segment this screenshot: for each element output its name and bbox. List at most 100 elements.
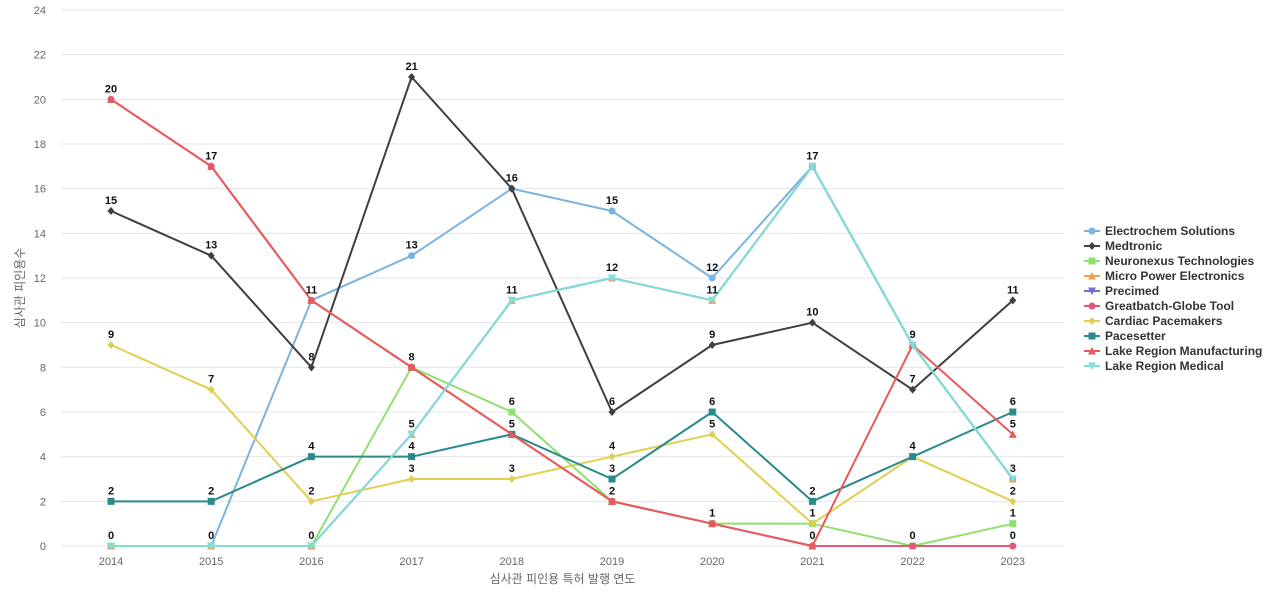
data-label: 6 — [509, 396, 515, 408]
x-tick-label: 2019 — [600, 556, 624, 568]
x-tick-label: 2021 — [800, 556, 824, 568]
series-line — [110, 344, 1014, 525]
y-tick-label: 12 — [34, 273, 46, 285]
data-point — [107, 542, 115, 550]
data-point — [1008, 475, 1017, 483]
data-label: 0 — [208, 530, 214, 542]
series-line — [111, 411, 1014, 503]
data-label: 5 — [709, 418, 715, 430]
y-tick-label: 0 — [40, 541, 46, 553]
legend-label: Precimed — [1105, 284, 1159, 298]
x-tick-label: 2017 — [399, 556, 423, 568]
data-point — [808, 519, 816, 528]
legend-item: Precimed — [1084, 284, 1159, 298]
series-medtronic — [107, 73, 1017, 416]
x-tick-label: 2018 — [500, 556, 524, 568]
data-label: 13 — [405, 240, 417, 252]
data-point — [1008, 430, 1017, 438]
data-point — [207, 162, 216, 170]
data-label: 1 — [809, 508, 815, 520]
data-label: 7 — [208, 374, 214, 386]
series-lines — [107, 73, 1017, 550]
data-label: 5 — [409, 418, 415, 430]
data-label: 5 — [1010, 418, 1016, 430]
x-tick-label: 2020 — [700, 556, 724, 568]
data-label: 0 — [108, 530, 114, 542]
data-point — [508, 475, 516, 483]
data-point — [207, 251, 215, 260]
data-label: 1 — [1010, 508, 1016, 520]
legend-label: Micro Power Electronics — [1105, 269, 1245, 283]
legend-item: Pacesetter — [1084, 329, 1166, 343]
y-tick-label: 4 — [40, 452, 46, 464]
x-tick-label: 2016 — [299, 556, 323, 568]
data-label: 3 — [609, 463, 615, 475]
data-point — [508, 408, 516, 416]
data-label: 1 — [709, 508, 715, 520]
data-label: 0 — [308, 530, 314, 542]
legend-marker — [1088, 287, 1096, 295]
data-label: 2 — [1010, 485, 1016, 497]
series-line — [110, 98, 1014, 547]
data-label: 4 — [609, 441, 616, 453]
data-point — [407, 430, 416, 439]
x-tick-label: 2023 — [1001, 556, 1025, 568]
data-point — [608, 475, 616, 483]
legend-marker — [1088, 257, 1096, 265]
series-pacesetter — [107, 408, 1017, 505]
data-point — [608, 452, 616, 461]
data-label: 16 — [506, 173, 518, 185]
data-label: 0 — [910, 530, 916, 542]
data-point — [1009, 408, 1017, 416]
data-point — [908, 341, 917, 349]
data-point — [708, 274, 716, 282]
legend-item: Medtronic — [1084, 239, 1163, 253]
data-point — [1009, 520, 1017, 528]
legend-item: Neuronexus Technologies — [1084, 254, 1254, 268]
data-point — [608, 274, 616, 282]
data-label: 3 — [409, 463, 415, 475]
data-label: 11 — [306, 284, 318, 296]
data-label: 2 — [609, 485, 615, 497]
data-label: 6 — [609, 396, 615, 408]
data-point — [507, 430, 516, 438]
data-labels: 2015920171372011842021138543161165315126… — [105, 61, 1019, 542]
legend-item: Micro Power Electronics — [1084, 269, 1245, 283]
legend-marker — [1088, 227, 1096, 235]
data-point — [708, 430, 716, 439]
legend-marker — [1088, 302, 1096, 310]
data-label: 4 — [910, 441, 917, 453]
y-tick-label: 2 — [40, 496, 46, 508]
data-label: 2 — [308, 485, 314, 497]
data-label: 9 — [910, 329, 916, 341]
data-point — [1009, 542, 1017, 550]
series-electrochem-solutions — [107, 162, 1017, 550]
data-point — [909, 453, 917, 461]
legend-marker — [1088, 272, 1096, 280]
data-label: 8 — [308, 351, 314, 363]
y-tick-label: 10 — [34, 318, 46, 330]
data-label: 20 — [105, 83, 117, 95]
legend-marker — [1088, 242, 1096, 250]
legend-item: Lake Region Medical — [1084, 359, 1224, 373]
y-tick-label: 22 — [34, 50, 46, 62]
legend-label: Neuronexus Technologies — [1105, 254, 1254, 268]
data-label: 15 — [105, 195, 117, 207]
data-point — [507, 296, 516, 305]
data-label: 7 — [910, 374, 916, 386]
y-tick-label: 24 — [34, 5, 46, 17]
data-point — [608, 207, 616, 215]
data-point — [307, 542, 316, 550]
x-axis: 2014 2015 2016 2017 2018 2019 2020 2021 2022 2023 — [99, 556, 1025, 568]
y-tick-label: 20 — [34, 94, 46, 106]
data-point — [207, 385, 215, 394]
y-tick-label: 6 — [40, 407, 46, 419]
data-label: 9 — [108, 329, 114, 341]
data-label: 2 — [809, 485, 815, 497]
data-point — [307, 497, 315, 506]
data-point — [207, 542, 216, 550]
data-point — [107, 207, 115, 215]
data-point — [307, 363, 315, 372]
